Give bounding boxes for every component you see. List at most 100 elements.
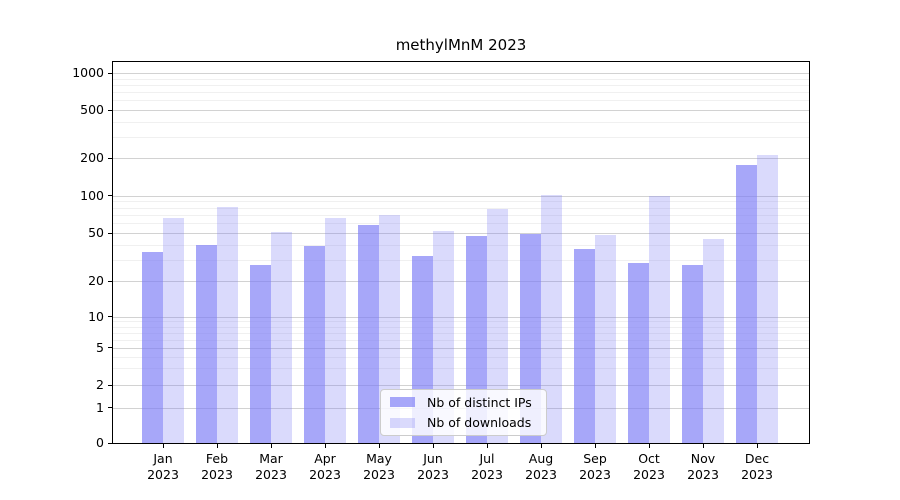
y-tick-mark-200 [108,157,113,159]
x-tick-mark-jan [162,444,164,448]
gridline-minor-60 [113,223,809,225]
x-tick-year: 2023 [147,467,179,482]
y-tick-label-0: 0 [96,435,104,450]
x-tick-month: Feb [205,451,229,466]
gridline-major-500 [113,110,809,111]
legend: Nb of distinct IPs Nb of downloads [380,389,547,436]
x-tick-label-apr: Apr 2023 [290,451,360,483]
bar-downloads-may [379,214,400,443]
x-tick-year: 2023 [633,467,665,482]
gridline-minor-90 [113,201,809,203]
x-tick-year: 2023 [687,467,719,482]
gridline-major-10 [113,316,809,318]
y-tick-mark-500 [108,109,113,111]
x-tick-label-jul: Jul 2023 [452,451,522,483]
bar-downloads-apr [325,218,346,443]
bar-downloads-jul [487,209,508,443]
bar-downloads-mar [271,231,292,443]
gridline-minor-70 [113,214,809,216]
x-tick-label-oct: Oct 2023 [614,451,684,483]
y-tick-label-1000: 1000 [72,65,104,81]
x-tick-month: Apr [314,451,336,466]
x-tick-year: 2023 [363,467,395,482]
gridline-minor-40 [113,244,809,246]
legend-swatch-downloads [390,417,415,428]
x-tick-label-jan: Jan 2023 [128,451,198,483]
bar-distinct-ips-may [358,225,379,443]
x-tick-mark-jul [486,444,488,448]
x-tick-month: Dec [744,451,770,466]
x-tick-mark-jun [432,444,434,448]
x-tick-mark-mar [270,444,272,448]
gridline-major-200 [113,158,809,160]
gridline-minor-30 [113,259,809,261]
x-tick-month: Mar [259,451,283,466]
x-tick-year: 2023 [417,467,449,482]
y-tick-mark-0 [108,442,113,444]
y-tick-mark-5 [108,347,113,349]
bar-downloads-jan [163,218,184,443]
bar-downloads-aug [541,195,562,443]
x-tick-month: Sep [583,451,607,466]
bar-distinct-ips-feb [196,244,217,443]
x-tick-year: 2023 [579,467,611,482]
bar-downloads-oct [649,195,670,443]
y-tick-mark-10 [108,316,113,318]
y-tick-label-100: 100 [80,187,104,203]
x-tick-label-may: May 2023 [344,451,414,483]
y-tick-label-1: 1 [96,399,104,415]
x-tick-mark-may [378,444,380,448]
legend-label-distinct-ips: Nb of distinct IPs [427,394,532,410]
legend-item-downloads: Nb of downloads [390,415,537,432]
x-tick-mark-sep [594,444,596,448]
y-tick-mark-1000 [108,72,113,74]
y-tick-mark-50 [108,232,113,234]
gridline-major-5 [113,347,809,349]
x-tick-month: Jun [423,451,443,466]
x-tick-mark-dec [756,444,758,448]
x-tick-month: Jul [479,451,495,466]
y-tick-mark-100 [108,195,113,197]
gridline-minor-7 [113,332,809,334]
x-tick-mark-oct [648,444,650,448]
y-tick-label-500: 500 [80,102,104,117]
gridline-minor-8 [113,326,809,328]
x-tick-mark-apr [324,444,326,448]
x-tick-year: 2023 [201,467,233,482]
x-tick-year: 2023 [255,467,287,482]
gridline-major-100 [113,195,809,197]
bar-distinct-ips-mar [250,265,271,443]
x-tick-month: Jan [153,451,173,466]
x-tick-year: 2023 [525,467,557,482]
x-tick-year: 2023 [741,467,773,482]
plot-area: Nb of distinct IPs Nb of downloads [112,61,810,444]
gridline-minor-400 [113,121,809,123]
x-tick-month: Oct [638,451,660,466]
gridline-minor-4 [113,356,809,358]
gridline-minor-80 [113,207,809,209]
legend-swatch-distinct-ips [390,397,415,408]
chart-title: methylMnM 2023 [395,36,527,54]
x-tick-mark-feb [216,444,218,448]
x-tick-label-jun: Jun 2023 [398,451,468,483]
y-tick-label-200: 200 [80,150,104,166]
x-tick-month: May [366,451,392,466]
gridline-major-1000 [113,73,809,75]
y-tick-label-10: 10 [88,308,104,324]
x-tick-label-dec: Dec 2023 [722,451,792,483]
x-tick-year: 2023 [471,467,503,482]
gridline-minor-3 [113,368,809,370]
gridline-minor-600 [113,100,809,102]
legend-label-downloads: Nb of downloads [427,415,532,431]
x-tick-mark-nov [702,444,704,448]
gridline-minor-700 [113,92,809,94]
bar-downloads-sep [595,235,616,443]
gridline-minor-9 [113,321,809,323]
bar-downloads-feb [217,207,238,443]
y-tick-mark-2 [108,384,113,386]
gridline-minor-6 [113,339,809,341]
x-tick-year: 2023 [309,467,341,482]
gridline-major-50 [113,233,809,234]
x-tick-label-mar: Mar 2023 [236,451,306,483]
